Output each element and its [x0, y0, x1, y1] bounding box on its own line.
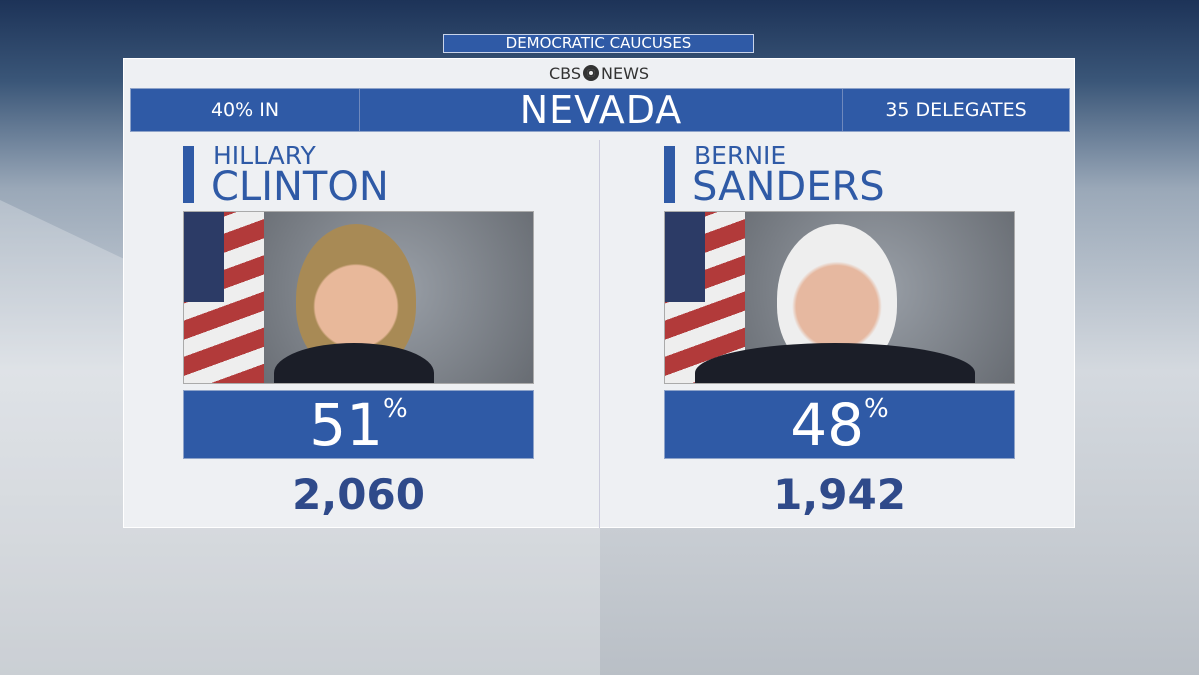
results-panel: CBS NEWS 40% IN NEVADA 35 DELEGATES HILLA… [123, 58, 1075, 528]
portrait-body [274, 343, 434, 383]
vote-count: 2,060 [292, 470, 425, 519]
logo-news: NEWS [600, 64, 650, 83]
candidate-sanders: BERNIE SANDERS 48% 1,942 [605, 140, 1080, 528]
cbs-eye-icon [582, 65, 599, 81]
column-divider [599, 140, 600, 528]
state-name: NEVADA [519, 88, 683, 132]
name-accent-bar [664, 146, 675, 203]
percent-value: 51 [309, 391, 384, 459]
percent-sign: % [383, 394, 408, 424]
candidate-photo [183, 211, 534, 384]
portrait-body [695, 343, 975, 383]
candidate-clinton: HILLARY CLINTON 51% 2,060 [124, 140, 599, 528]
delegate-count: 35 DELEGATES [842, 89, 1069, 131]
candidate-photo [664, 211, 1015, 384]
state-band: 40% IN NEVADA 35 DELEGATES [130, 88, 1070, 132]
precincts-reporting: 40% IN [131, 89, 360, 131]
first-name: BERNIE [694, 141, 787, 170]
vote-count: 1,942 [773, 470, 906, 519]
race-title: DEMOCRATIC CAUCUSES [443, 34, 754, 53]
last-name: SANDERS [692, 164, 885, 210]
last-name: CLINTON [211, 164, 389, 210]
flag-icon [184, 212, 264, 383]
percent-sign: % [864, 394, 889, 424]
vote-percent: 48% [664, 390, 1015, 459]
first-name: HILLARY [213, 141, 316, 170]
logo-cbs: CBS [548, 64, 581, 83]
name-accent-bar [183, 146, 194, 203]
cbs-news-logo: CBS NEWS [124, 64, 1074, 83]
vote-percent: 51% [183, 390, 534, 459]
percent-value: 48 [790, 391, 865, 459]
